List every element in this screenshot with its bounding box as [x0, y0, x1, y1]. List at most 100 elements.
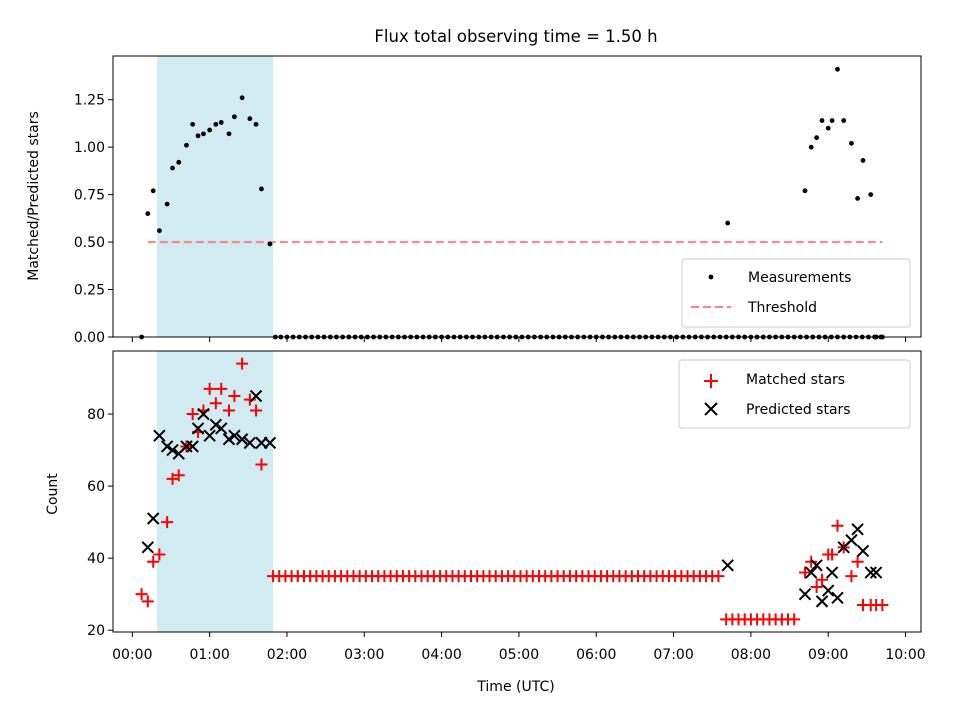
predicted-point: [263, 436, 277, 450]
measurement-point: [176, 159, 182, 165]
matched-point: [222, 404, 235, 417]
matched-point: [166, 472, 179, 485]
measurement-point: [145, 211, 151, 216]
matched-point: [243, 393, 256, 406]
measurement-point: [190, 121, 196, 127]
measurement-point: [207, 127, 213, 133]
measurement-point: [829, 118, 835, 123]
predicted-point: [831, 591, 844, 604]
matched-point: [141, 595, 154, 608]
matched-point: [876, 598, 889, 611]
y-tick-label: 0.25: [74, 283, 105, 299]
count-panel-frame: [112, 350, 922, 633]
matched-point: [805, 555, 818, 568]
measurement-point: [725, 220, 731, 226]
y-tick-label: 1.00: [74, 140, 105, 156]
matched-point: [712, 570, 725, 583]
x-tick-label: 08:00: [731, 647, 771, 663]
matched-point: [255, 458, 268, 471]
matched-point: [845, 570, 858, 583]
x-tick-label: 04:00: [421, 647, 461, 663]
x-tick-label: 05:00: [499, 647, 539, 663]
count-y-ticks: 20 40 60 80: [87, 407, 113, 639]
measurement-point: [195, 133, 201, 139]
y-tick-label: 40: [87, 551, 105, 567]
count-x-ticks: 00:00 01:00 02:00 03:00 04:00 05:00 06:00 07:00…: [112, 632, 926, 663]
predicted-point: [141, 541, 155, 554]
predicted-point: [869, 566, 883, 579]
predicted-point: [153, 429, 166, 442]
predicted-point: [851, 523, 864, 536]
measurement-point: [231, 114, 237, 120]
legend-predicted-marker: [704, 402, 718, 416]
x-tick-label: 00:00: [112, 647, 152, 663]
y-tick-label: 0.50: [74, 235, 105, 251]
predicted-point: [166, 443, 179, 457]
measurement-point: [819, 118, 825, 123]
measurement-point: [860, 158, 866, 163]
ratio-plot-marks: [139, 66, 885, 340]
predicted-point: [249, 389, 263, 403]
matched-point: [250, 404, 263, 417]
predicted-point: [825, 566, 839, 579]
measurement-point: [835, 66, 840, 72]
predicted-point: [215, 422, 228, 435]
measurement-point: [253, 121, 259, 127]
measurement-point: [213, 121, 219, 127]
measurement-point: [170, 165, 175, 171]
predicted-point: [810, 559, 823, 572]
measurement-point: [855, 195, 860, 201]
predicted-point: [146, 512, 160, 525]
measurement-point: [247, 116, 253, 122]
y-tick-label: 1.25: [74, 93, 105, 109]
count-observing-span: [157, 351, 274, 632]
matched-point: [135, 588, 148, 601]
measurement-point: [825, 125, 831, 131]
predicted-point: [804, 566, 818, 579]
predicted-point: [197, 407, 210, 421]
legend-matched-marker: [704, 374, 718, 388]
measurement-point: [184, 142, 189, 148]
matched-point: [236, 357, 249, 370]
predicted-point: [815, 595, 829, 608]
x-tick-label: 06:00: [576, 647, 616, 663]
matched-point: [209, 397, 222, 410]
ratio-y-ticks: 0.00 0.25 0.50 0.75 1.00 1.25: [74, 93, 113, 346]
matched-point: [788, 613, 801, 626]
y-tick-label: 0.75: [74, 188, 105, 204]
y-tick-label: 0.00: [74, 330, 105, 346]
ratio-legend-box: [681, 258, 911, 328]
matched-point: [215, 382, 228, 395]
predicted-point: [798, 587, 812, 601]
matched-point: [161, 516, 174, 529]
predicted-point: [160, 440, 174, 453]
matched-point: [228, 390, 241, 403]
count-legend: Matched stars Predicted stars: [678, 359, 911, 429]
ratio-legend: Measurements Threshold: [681, 258, 911, 328]
y-tick-label: 20: [87, 623, 105, 639]
ratio-observing-span: [157, 56, 274, 337]
x-tick-label: 03:00: [344, 647, 384, 663]
predicted-point: [864, 566, 877, 579]
predicted-point: [186, 440, 199, 453]
x-axis-label: Time (UTC): [476, 679, 554, 695]
legend-predicted-label: Predicted stars: [746, 402, 851, 418]
legend-measurement-marker: [708, 274, 714, 280]
measurement-point: [156, 228, 162, 234]
x-tick-label: 07:00: [653, 647, 693, 663]
x-tick-label: 02:00: [267, 647, 307, 663]
predicted-point: [235, 433, 249, 446]
matched-point: [147, 555, 160, 568]
count-legend-box: [678, 359, 911, 429]
predicted-point: [203, 429, 216, 442]
x-tick-label: 01:00: [189, 647, 229, 663]
x-tick-label: 10:00: [885, 647, 925, 663]
measurement-point: [150, 188, 156, 194]
chart-title: Flux total observing time = 1.50 h: [374, 27, 657, 46]
measurement-point: [267, 241, 273, 247]
measurement-point: [841, 118, 847, 123]
measurement-point: [164, 201, 170, 207]
ratio-x-ticks: [131, 337, 907, 342]
measurement-point: [259, 186, 264, 192]
